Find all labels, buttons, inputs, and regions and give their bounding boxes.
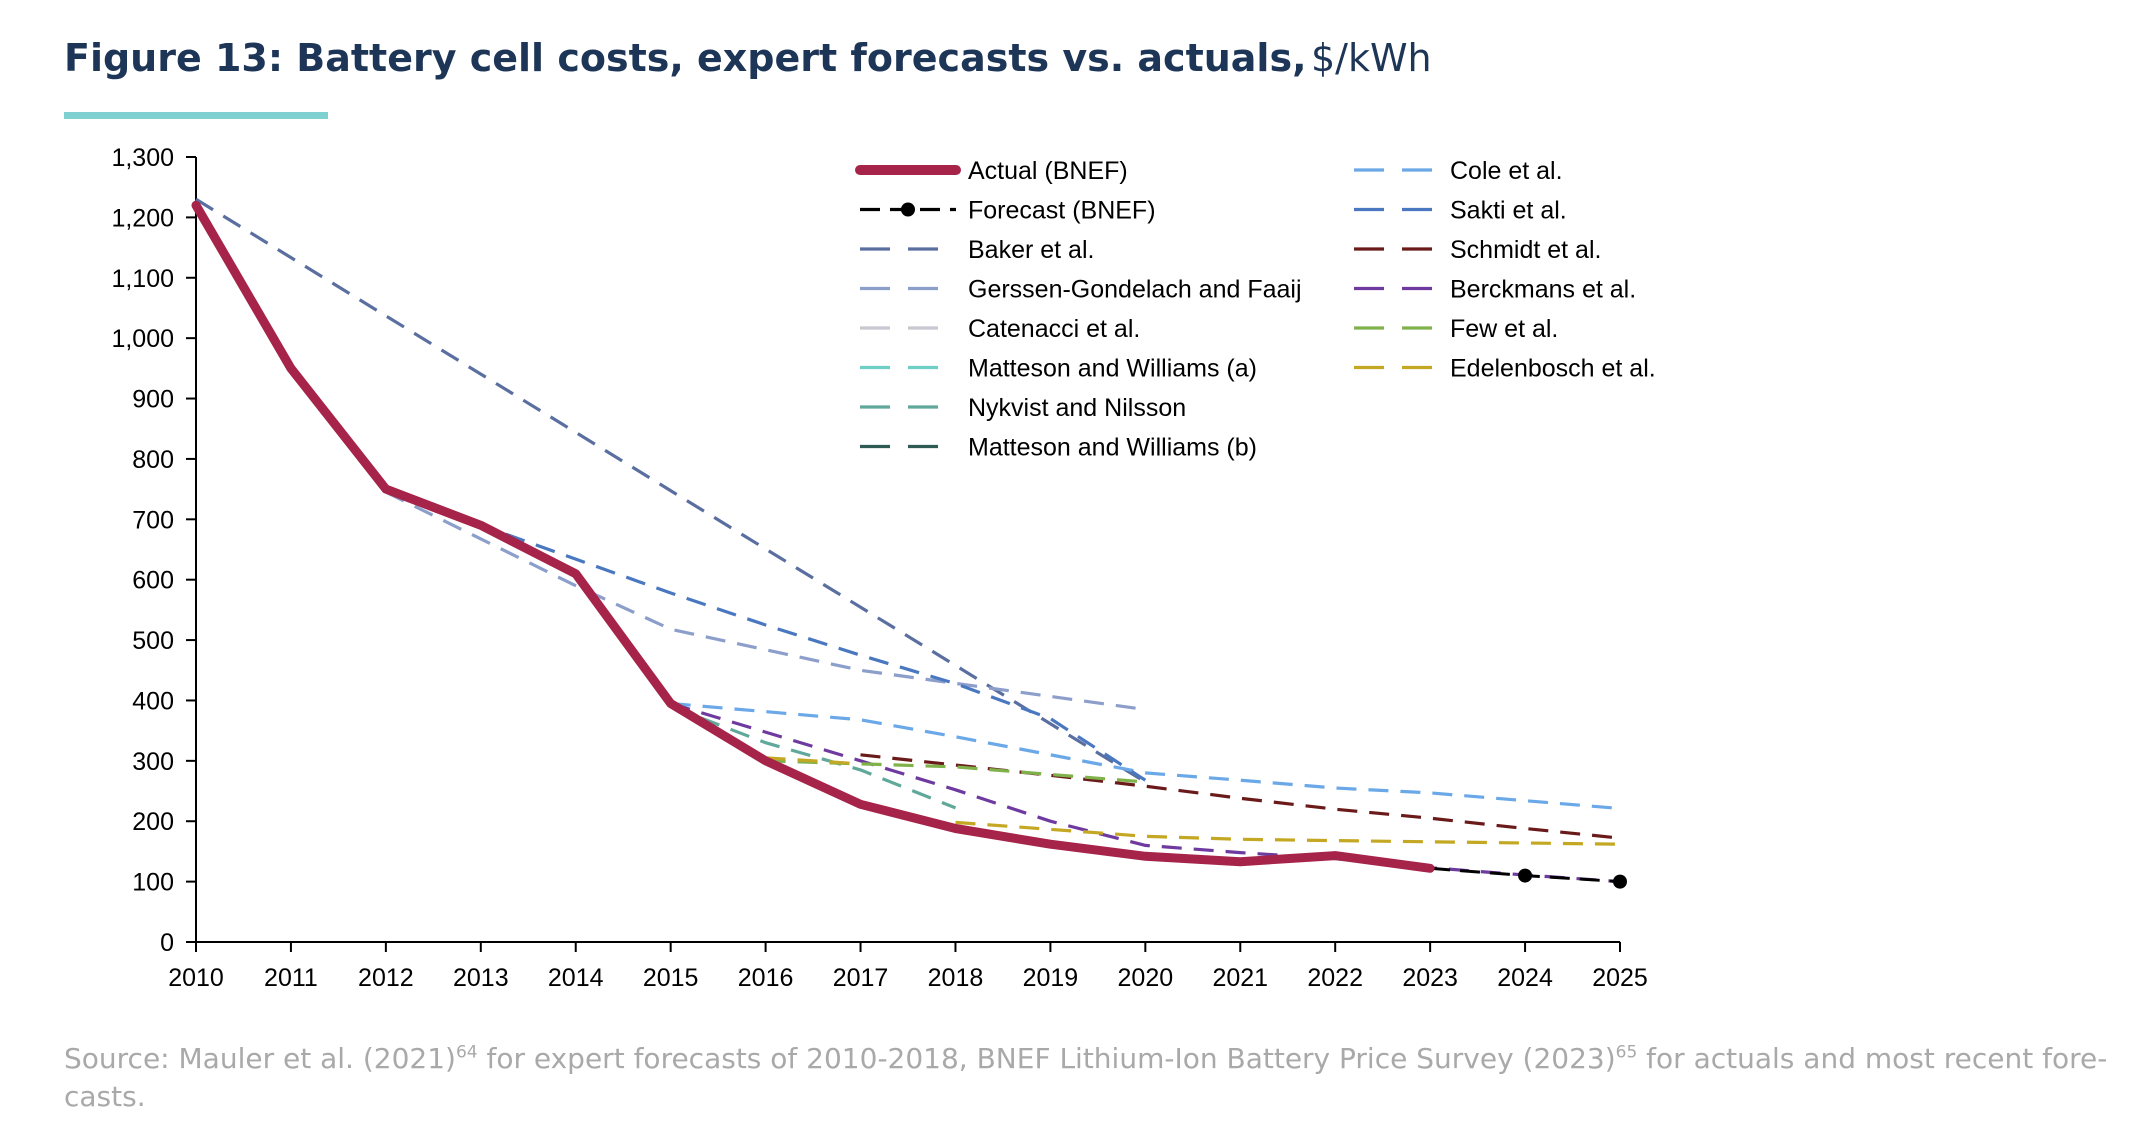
- source-footnote-65: 65: [1615, 1042, 1638, 1063]
- figure-title-main: Figure 13: Battery cell costs, expert fo…: [64, 36, 1307, 80]
- source-text-2: for expert forecasts of 2010-2018, BNEF …: [477, 1042, 1616, 1075]
- x-tick-label: 2011: [264, 964, 318, 992]
- legend-item-matteson-and-williams-b-label: Matteson and Williams (b): [968, 434, 1257, 462]
- y-tick-label: 500: [132, 627, 174, 655]
- legend-item-berckmans-et-al-label: Berckmans et al.: [1450, 276, 1636, 304]
- y-tick-label: 300: [132, 748, 174, 776]
- x-tick-label: 2020: [1118, 964, 1174, 992]
- x-tick-label: 2016: [738, 964, 794, 992]
- source-footnote-64: 64: [455, 1042, 478, 1063]
- x-tick-label: 2014: [548, 964, 604, 992]
- legend-item-sakti-et-al-label: Sakti et al.: [1450, 197, 1567, 225]
- x-tick-label: 2022: [1307, 964, 1363, 992]
- x-tick-label: 2012: [358, 964, 414, 992]
- legend-item-forecast-bnef-label: Forecast (BNEF): [968, 197, 1156, 225]
- x-tick-label: 2010: [168, 964, 224, 992]
- x-tick-label: 2018: [928, 964, 984, 992]
- legend-item-forecast-bnef-marker: [901, 202, 915, 217]
- x-tick-label: 2025: [1592, 964, 1648, 992]
- y-tick-label: 100: [132, 869, 174, 897]
- legend-item-cole-et-al-label: Cole et al.: [1450, 157, 1563, 185]
- series-nykvist-and-nilsson-line: [670, 705, 957, 810]
- chart-legend: Actual (BNEF) Forecast (BNEF) Baker et al.…: [855, 157, 1656, 462]
- figure-title-unit: $/kWh: [1310, 36, 1432, 80]
- x-tick-label: 2019: [1023, 964, 1079, 992]
- line-chart: 0 100 200 300 400 500 600 700 800 900 1,000 1,100 1,…: [111, 144, 1656, 992]
- legend-item-gerssen-gondelach-and-faaij-label: Gerssen-Gondelach and Faaij: [968, 276, 1302, 304]
- legend-item-schmidt-et-al-label: Schmidt et al.: [1450, 236, 1601, 264]
- series-forecast-bnef-point: [1613, 874, 1627, 889]
- legend-item-nykvist-and-nilsson-label: Nykvist and Nilsson: [968, 394, 1186, 422]
- y-tick-label: 700: [132, 506, 174, 534]
- source-text-3: for actuals and most recent fore-casts.: [64, 1042, 2108, 1113]
- x-tick-label: 2023: [1402, 964, 1458, 992]
- y-tick-label: 1,000: [111, 325, 174, 353]
- y-tick-label: 0: [160, 929, 174, 957]
- series-edelenbosch-et-al-line: [765, 756, 861, 766]
- source-text-1: Source: Mauler et al. (2021): [64, 1042, 456, 1075]
- x-tick-label: 2013: [453, 964, 509, 992]
- title-accent-rule: [64, 112, 328, 119]
- y-tick-label: 1,300: [111, 144, 174, 172]
- source-note: Source: Mauler et al. (2021)64 for exper…: [64, 1040, 2124, 1116]
- x-tick-label: 2024: [1497, 964, 1553, 992]
- series-few-et-al-line: [765, 759, 1146, 784]
- chart-series: [191, 197, 1627, 889]
- y-tick-label: 900: [132, 386, 174, 414]
- y-tick-label: 400: [132, 687, 174, 715]
- legend-item-actual-bnef-label: Actual (BNEF): [968, 157, 1128, 185]
- series-gerssen-gondelach-and-faaij-line: [385, 490, 1146, 712]
- chart-axes: 0 100 200 300 400 500 600 700 800 900 1,000 1,100 1,…: [111, 144, 1647, 992]
- y-tick-label: 600: [132, 567, 174, 595]
- x-tick-label: 2015: [643, 964, 699, 992]
- legend-item-baker-et-al-label: Baker et al.: [968, 236, 1094, 264]
- legend-item-edelenbosch-et-al-label: Edelenbosch et al.: [1450, 355, 1656, 383]
- y-tick-label: 200: [132, 808, 174, 836]
- y-tick-label: 1,200: [111, 204, 174, 232]
- figure-title: Figure 13: Battery cell costs, expert fo…: [64, 36, 1432, 80]
- x-tick-label: 2017: [833, 964, 889, 992]
- legend-item-matteson-and-williams-a-label: Matteson and Williams (a): [968, 355, 1257, 383]
- series-actual-bnef-line: [191, 200, 1435, 873]
- series-forecast-bnef-point: [1518, 868, 1533, 883]
- series-cole-et-al-line: [670, 701, 1621, 811]
- y-tick-label: 800: [132, 446, 174, 474]
- legend-item-few-et-al-label: Few et al.: [1450, 315, 1558, 343]
- x-tick-label: 2021: [1212, 964, 1268, 992]
- y-tick-label: 1,100: [111, 265, 174, 293]
- legend-item-catenacci-et-al-label: Catenacci et al.: [968, 315, 1140, 343]
- series-baker-et-al-line: [195, 197, 1147, 784]
